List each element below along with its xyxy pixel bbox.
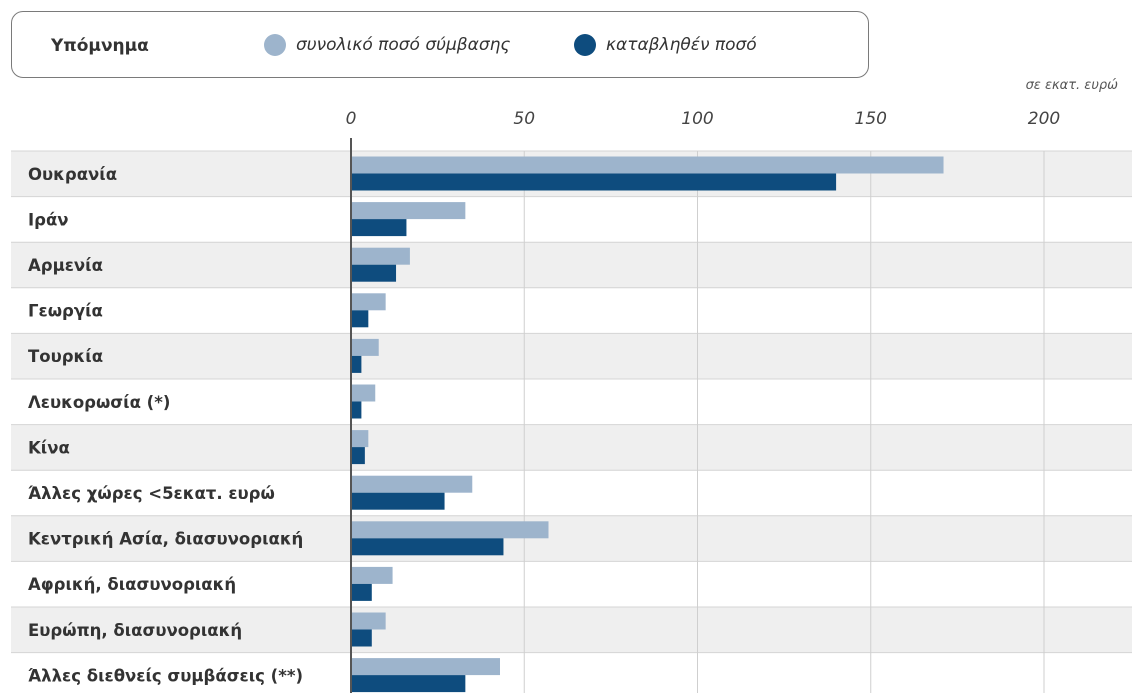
category-label: Άλλες διεθνείς συμβάσεις (**): [28, 666, 303, 685]
legend-box: Υπόμνημα συνολικό ποσό σύμβασης καταβληθ…: [11, 11, 869, 78]
category-label: Γεωργία: [28, 302, 103, 321]
category-label: Ιράν: [28, 210, 69, 229]
category-label: Άλλες χώρες <5εκατ. ευρώ: [28, 484, 275, 503]
x-tick-label: 100: [681, 109, 713, 129]
row-background: [11, 515, 1132, 562]
legend-label-total: συνολικό ποσό σύμβασης: [296, 35, 511, 55]
bar-paid: [351, 355, 362, 373]
bar-paid: [351, 629, 372, 647]
category-label: Κεντρική Ασία, διασυνοριακή: [28, 530, 303, 549]
bar-total: [351, 658, 500, 676]
bar-total: [351, 430, 369, 448]
bar-total: [351, 521, 549, 539]
x-tick-label: 0: [346, 109, 357, 129]
x-tick-label: 200: [1028, 109, 1060, 129]
bar-total: [351, 202, 466, 220]
bar-paid: [351, 538, 504, 556]
bar-paid: [351, 675, 466, 693]
category-label: Τουρκία: [28, 347, 103, 366]
legend-item-total: συνολικό ποσό σύμβασης: [264, 34, 510, 56]
x-tick-label: 150: [855, 109, 887, 129]
bar-total: [351, 566, 393, 584]
category-label: Αφρική, διασυνοριακή: [28, 575, 236, 594]
bar-total: [351, 293, 386, 311]
category-label: Αρμενία: [28, 256, 103, 275]
bar-paid: [351, 173, 837, 191]
bar-total: [351, 612, 386, 630]
legend-swatch-total: [264, 34, 286, 56]
row-background: [11, 242, 1132, 288]
legend-title: Υπόμνημα: [51, 36, 149, 56]
category-label: Λευκορωσία (*): [28, 393, 170, 412]
category-label: Ευρώπη, διασυνοριακή: [28, 621, 242, 640]
category-label: Ουκρανία: [28, 165, 117, 184]
row-background: [11, 424, 1132, 471]
bar-paid: [351, 264, 397, 282]
bar-total: [351, 475, 473, 493]
bar-paid: [351, 310, 369, 328]
row-background: [11, 607, 1132, 653]
bar-total: [351, 247, 410, 265]
category-label: Κίνα: [28, 438, 70, 457]
bar-paid: [351, 401, 362, 419]
bar-total: [351, 384, 376, 402]
x-tick-label: 50: [513, 109, 535, 129]
row-background: [11, 333, 1132, 379]
bar-paid: [351, 219, 407, 237]
bar-total: [351, 338, 379, 356]
legend-item-paid: καταβληθέν ποσό: [574, 34, 757, 56]
legend-swatch-paid: [574, 34, 596, 56]
bar-paid: [351, 492, 445, 510]
bar-paid: [351, 447, 365, 465]
legend-label-paid: καταβληθέν ποσό: [606, 35, 757, 55]
bar-total: [351, 156, 944, 174]
bar-paid: [351, 583, 372, 601]
unit-label: σε εκατ. ευρώ: [1025, 78, 1118, 93]
